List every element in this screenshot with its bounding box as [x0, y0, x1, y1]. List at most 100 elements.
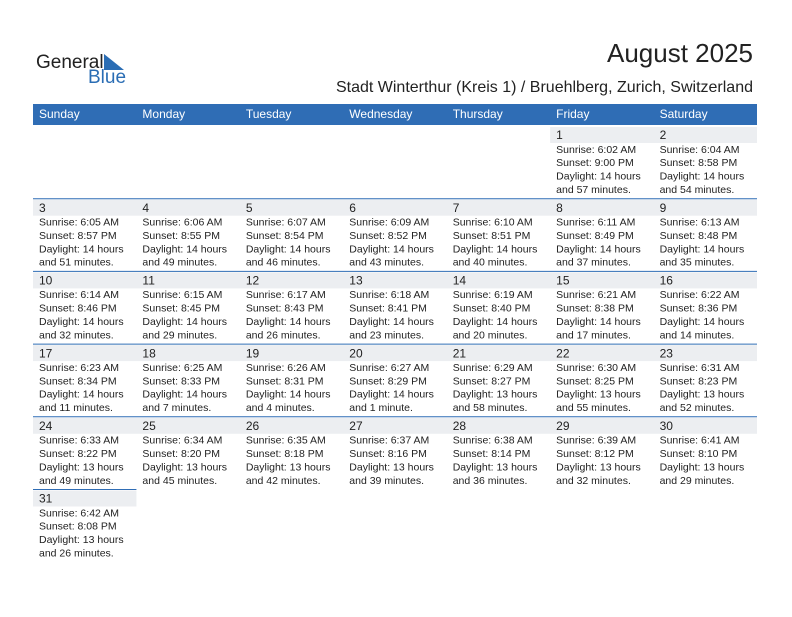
- day-info: and 36 minutes.: [453, 475, 528, 487]
- day-info: Daylight: 14 hours: [453, 243, 538, 255]
- day-info: Sunset: 8:25 PM: [556, 375, 634, 387]
- logo-icon: [104, 54, 124, 70]
- day-info: Sunset: 8:49 PM: [556, 230, 634, 242]
- day-info: Sunrise: 6:22 AM: [660, 289, 740, 301]
- weekday-label: Friday: [556, 107, 589, 121]
- day-info: Sunrise: 6:17 AM: [246, 289, 326, 301]
- day-info: Sunrise: 6:10 AM: [453, 216, 533, 228]
- day-number: 11: [142, 274, 155, 288]
- day-info: and 52 minutes.: [660, 402, 735, 414]
- day-info: Daylight: 14 hours: [39, 243, 124, 255]
- day-info: Sunrise: 6:31 AM: [660, 362, 740, 374]
- day-band: [33, 199, 757, 216]
- day-info: Daylight: 14 hours: [349, 389, 434, 401]
- day-info: and 49 minutes.: [39, 475, 114, 487]
- title: August 2025: [607, 38, 753, 68]
- day-info: Sunrise: 6:34 AM: [142, 435, 222, 447]
- day-info: Sunset: 8:29 PM: [349, 375, 427, 387]
- day-info: Sunrise: 6:13 AM: [660, 216, 740, 228]
- day-info: Sunrise: 6:35 AM: [246, 435, 326, 447]
- day-info: Daylight: 14 hours: [660, 243, 745, 255]
- day-info: Sunrise: 6:42 AM: [39, 507, 119, 519]
- day-info: Sunset: 8:33 PM: [142, 375, 220, 387]
- day-info: Sunset: 8:58 PM: [660, 157, 738, 169]
- day-info: Daylight: 14 hours: [453, 316, 538, 328]
- day-number: 4: [142, 201, 149, 215]
- day-number: 1: [556, 128, 563, 142]
- day-number: 28: [453, 419, 467, 433]
- day-info: Sunset: 9:00 PM: [556, 157, 634, 169]
- day-info: Sunrise: 6:18 AM: [349, 289, 429, 301]
- day-number: 19: [246, 346, 260, 360]
- day-info: Sunset: 8:23 PM: [660, 375, 738, 387]
- day-info: Daylight: 13 hours: [556, 461, 641, 473]
- day-info: Daylight: 14 hours: [556, 316, 641, 328]
- day-info: Sunset: 8:18 PM: [246, 448, 324, 460]
- day-info: and 29 minutes.: [142, 329, 217, 341]
- day-number: 13: [349, 274, 363, 288]
- day-info: Daylight: 13 hours: [39, 461, 124, 473]
- weekday-label: Sunday: [39, 107, 80, 121]
- day-info: and 46 minutes.: [246, 257, 321, 269]
- day-number: 18: [142, 346, 156, 360]
- day-number: 14: [453, 274, 467, 288]
- day-info: and 54 minutes.: [660, 184, 735, 196]
- day-number: 29: [556, 419, 570, 433]
- day-info: and 32 minutes.: [39, 329, 114, 341]
- day-info: Sunset: 8:45 PM: [142, 303, 220, 315]
- day-info: Sunrise: 6:07 AM: [246, 216, 326, 228]
- day-info: Daylight: 14 hours: [39, 316, 124, 328]
- day-info: Sunset: 8:43 PM: [246, 303, 324, 315]
- day-band: [33, 417, 757, 434]
- day-info: Daylight: 13 hours: [660, 461, 745, 473]
- day-info: Sunset: 8:31 PM: [246, 375, 324, 387]
- day-number: 2: [660, 128, 667, 142]
- day-number: 15: [556, 274, 570, 288]
- subtitle: Stadt Winterthur (Kreis 1) / Bruehlberg,…: [336, 79, 753, 96]
- day-info: Sunset: 8:27 PM: [453, 375, 531, 387]
- day-info: Sunrise: 6:33 AM: [39, 435, 119, 447]
- day-info: and 1 minute.: [349, 402, 413, 414]
- day-info: Daylight: 14 hours: [349, 243, 434, 255]
- day-info: Daylight: 14 hours: [556, 171, 641, 183]
- day-info: and 32 minutes.: [556, 475, 631, 487]
- day-info: Sunrise: 6:11 AM: [556, 216, 635, 228]
- day-info: and 55 minutes.: [556, 402, 631, 414]
- day-info: Daylight: 13 hours: [246, 461, 331, 473]
- day-info: Sunset: 8:10 PM: [660, 448, 738, 460]
- day-info: Sunset: 8:34 PM: [39, 375, 117, 387]
- day-info: and 23 minutes.: [349, 329, 424, 341]
- day-info: Sunset: 8:36 PM: [660, 303, 738, 315]
- day-info: Sunrise: 6:37 AM: [349, 435, 429, 447]
- day-info: Daylight: 14 hours: [660, 171, 745, 183]
- day-info: Daylight: 14 hours: [246, 389, 331, 401]
- day-info: Daylight: 14 hours: [142, 389, 227, 401]
- day-info: and 57 minutes.: [556, 184, 631, 196]
- day-info: Sunset: 8:48 PM: [660, 230, 738, 242]
- day-info: Sunset: 8:08 PM: [39, 521, 117, 533]
- logo-word: Blue: [88, 67, 126, 88]
- day-info: Sunrise: 6:06 AM: [142, 216, 222, 228]
- day-number: 9: [660, 201, 667, 215]
- day-info: Sunset: 8:16 PM: [349, 448, 427, 460]
- day-info: Sunset: 8:55 PM: [142, 230, 220, 242]
- day-number: 10: [39, 274, 53, 288]
- day-info: Sunset: 8:51 PM: [453, 230, 531, 242]
- day-info: Daylight: 14 hours: [556, 243, 641, 255]
- day-info: and 7 minutes.: [142, 402, 211, 414]
- day-number: 6: [349, 201, 356, 215]
- day-number: 5: [246, 201, 253, 215]
- day-info: and 26 minutes.: [246, 329, 321, 341]
- day-info: Sunrise: 6:04 AM: [660, 144, 740, 156]
- day-band: [33, 490, 137, 507]
- day-info: and 4 minutes.: [246, 402, 315, 414]
- day-number: 7: [453, 201, 460, 215]
- day-info: Daylight: 14 hours: [39, 389, 124, 401]
- day-info: Sunrise: 6:05 AM: [39, 216, 119, 228]
- day-info: Sunset: 8:40 PM: [453, 303, 531, 315]
- day-info: and 51 minutes.: [39, 257, 114, 269]
- day-info: Sunset: 8:38 PM: [556, 303, 634, 315]
- day-info: Sunset: 8:22 PM: [39, 448, 117, 460]
- day-info: Sunrise: 6:02 AM: [556, 144, 636, 156]
